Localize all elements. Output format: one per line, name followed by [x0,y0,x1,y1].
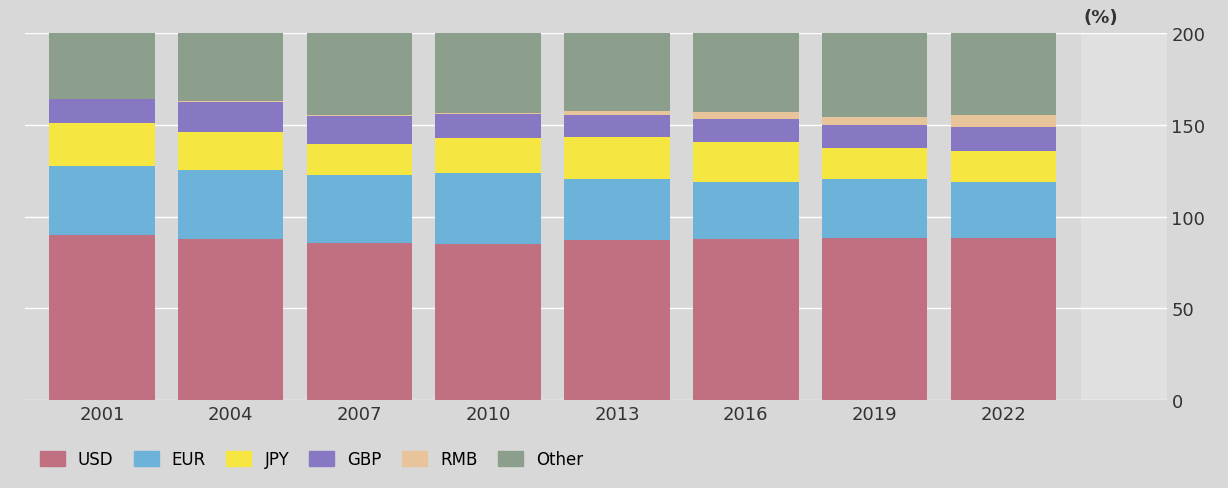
Bar [178,171,284,239]
Bar [950,116,1056,128]
Bar [49,34,155,100]
Bar [564,116,669,138]
Bar [950,128,1056,152]
Bar [950,152,1056,183]
Bar [693,183,798,240]
Bar [564,180,669,241]
Bar [178,239,284,400]
Bar [307,144,413,176]
Bar [822,239,927,400]
Bar [693,120,798,143]
Bar [822,118,927,125]
Bar [822,149,927,180]
Bar [436,113,542,115]
Bar [436,245,542,400]
Bar [307,34,413,116]
Bar [822,180,927,239]
Bar [436,115,542,139]
Bar [564,241,669,400]
Bar [822,125,927,149]
Bar [436,34,542,113]
Bar [564,138,669,180]
Bar [436,173,542,245]
Bar [49,236,155,400]
Legend: USD, EUR, JPY, GBP, RMB, Other: USD, EUR, JPY, GBP, RMB, Other [33,444,589,475]
Text: (%): (%) [1083,9,1117,27]
Bar [436,139,542,173]
Bar [178,102,284,133]
Bar [49,123,155,166]
Bar [307,244,413,400]
Bar [693,112,798,120]
Bar [307,116,413,117]
Bar [564,34,669,112]
Bar [307,117,413,144]
Bar [178,133,284,171]
Bar [950,34,1056,116]
Bar [564,112,669,116]
Bar [693,143,798,183]
Bar [307,176,413,244]
Bar [693,240,798,400]
Bar [822,34,927,118]
Bar [693,34,798,112]
Bar [178,34,284,102]
Bar [49,100,155,123]
Bar [950,238,1056,400]
Bar [49,166,155,236]
Bar [950,183,1056,238]
